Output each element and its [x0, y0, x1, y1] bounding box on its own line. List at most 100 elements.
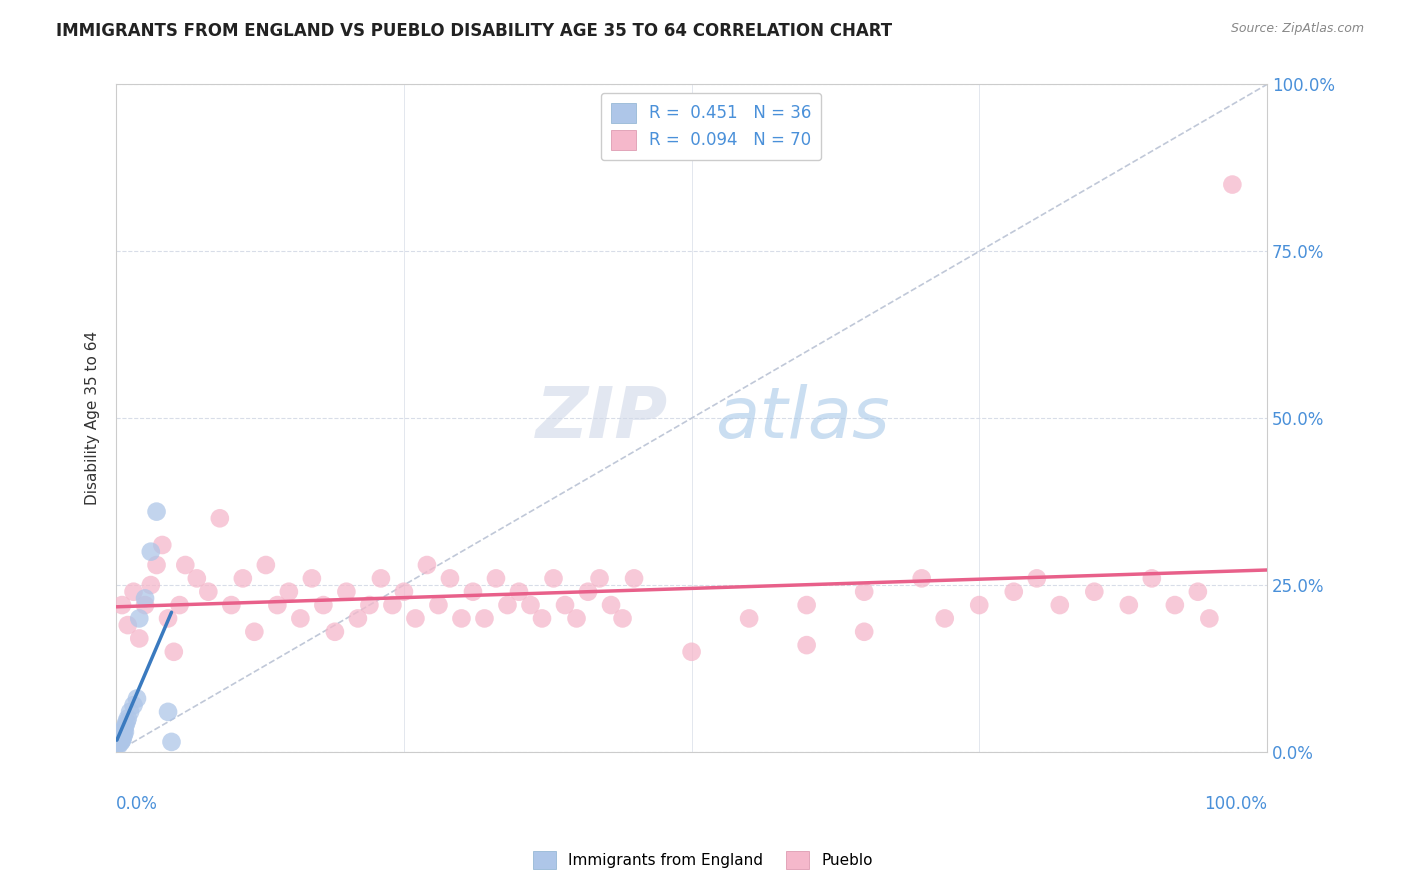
Point: [416, 558, 439, 572]
Point: [496, 598, 519, 612]
Point: [128, 611, 150, 625]
Point: [508, 584, 530, 599]
Point: [796, 598, 818, 612]
Point: [120, 705, 142, 719]
Point: [108, 726, 131, 740]
Point: [530, 611, 553, 625]
Point: [588, 571, 610, 585]
Point: [157, 611, 180, 625]
Point: [290, 611, 312, 625]
Point: [232, 571, 254, 585]
Point: [370, 571, 392, 585]
Point: [796, 638, 818, 652]
Point: [967, 598, 990, 612]
Legend: Immigrants from England, Pueblo: Immigrants from England, Pueblo: [527, 845, 879, 875]
Point: [277, 584, 299, 599]
Point: [347, 611, 370, 625]
Point: [139, 578, 162, 592]
Point: [474, 611, 496, 625]
Point: [169, 598, 191, 612]
Point: [110, 732, 132, 747]
Point: [485, 571, 508, 585]
Point: [145, 505, 167, 519]
Point: [1118, 598, 1140, 612]
Point: [163, 645, 186, 659]
Point: [107, 730, 129, 744]
Text: atlas: atlas: [714, 384, 889, 452]
Point: [114, 725, 136, 739]
Point: [254, 558, 277, 572]
Point: [1083, 584, 1105, 599]
Point: [125, 691, 148, 706]
Point: [554, 598, 576, 612]
Point: [108, 734, 131, 748]
Point: [404, 611, 426, 625]
Point: [565, 611, 588, 625]
Point: [150, 538, 173, 552]
Point: [197, 584, 219, 599]
Point: [600, 598, 623, 612]
Point: [160, 735, 183, 749]
Point: [112, 728, 135, 742]
Point: [312, 598, 335, 612]
Point: [107, 737, 129, 751]
Point: [612, 611, 634, 625]
Y-axis label: Disability Age 35 to 64: Disability Age 35 to 64: [86, 331, 100, 505]
Point: [461, 584, 484, 599]
Point: [1164, 598, 1187, 612]
Point: [108, 732, 131, 747]
Point: [1198, 611, 1220, 625]
Point: [1049, 598, 1071, 612]
Point: [107, 728, 129, 742]
Point: [208, 511, 231, 525]
Point: [157, 705, 180, 719]
Text: 100.0%: 100.0%: [1204, 796, 1267, 814]
Point: [145, 558, 167, 572]
Point: [111, 730, 134, 744]
Point: [110, 731, 132, 745]
Point: [105, 735, 128, 749]
Point: [911, 571, 934, 585]
Text: Source: ZipAtlas.com: Source: ZipAtlas.com: [1230, 22, 1364, 36]
Point: [934, 611, 956, 625]
Point: [1187, 584, 1209, 599]
Point: [115, 714, 138, 729]
Point: [111, 733, 134, 747]
Legend: R =  0.451   N = 36, R =  0.094   N = 70: R = 0.451 N = 36, R = 0.094 N = 70: [600, 93, 821, 160]
Point: [110, 729, 132, 743]
Point: [1002, 584, 1025, 599]
Point: [107, 732, 129, 747]
Point: [323, 624, 346, 639]
Point: [266, 598, 288, 612]
Point: [392, 584, 415, 599]
Point: [122, 584, 145, 599]
Point: [853, 584, 876, 599]
Point: [112, 725, 135, 739]
Point: [450, 611, 472, 625]
Point: [359, 598, 381, 612]
Point: [117, 618, 139, 632]
Point: [107, 738, 129, 752]
Point: [623, 571, 645, 585]
Point: [134, 598, 156, 612]
Point: [576, 584, 599, 599]
Point: [111, 598, 134, 612]
Point: [1222, 178, 1244, 192]
Point: [853, 624, 876, 639]
Point: [105, 731, 128, 746]
Point: [1140, 571, 1163, 585]
Point: [519, 598, 541, 612]
Point: [110, 735, 132, 749]
Point: [543, 571, 565, 585]
Text: ZIP: ZIP: [536, 384, 669, 452]
Point: [128, 632, 150, 646]
Point: [243, 624, 266, 639]
Point: [114, 718, 136, 732]
Point: [439, 571, 461, 585]
Point: [139, 544, 162, 558]
Point: [122, 698, 145, 713]
Point: [107, 735, 129, 749]
Point: [112, 722, 135, 736]
Point: [174, 558, 197, 572]
Point: [381, 598, 404, 612]
